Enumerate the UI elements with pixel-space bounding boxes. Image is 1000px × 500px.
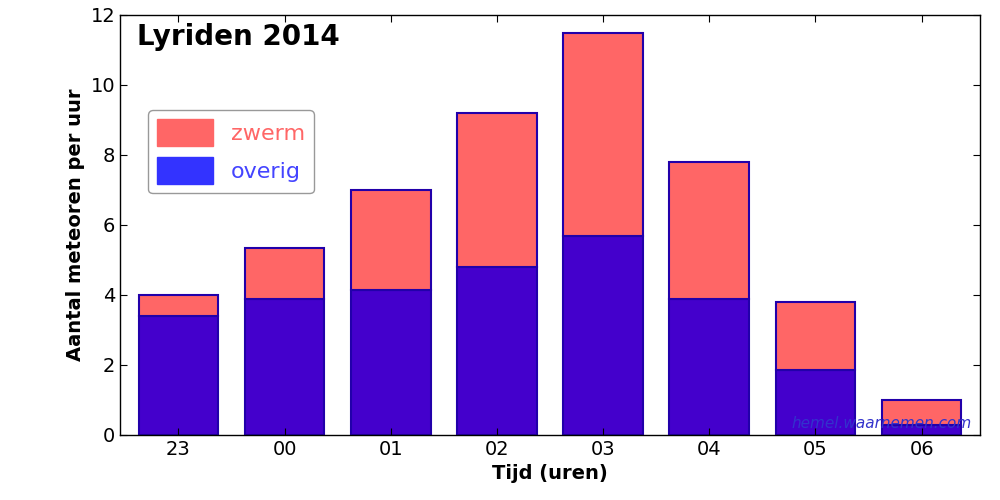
Bar <box>139 295 218 316</box>
Bar <box>457 267 537 435</box>
Bar <box>563 236 643 435</box>
Y-axis label: Aantal meteoren per uur: Aantal meteoren per uur <box>66 89 85 361</box>
Bar <box>776 370 855 435</box>
Bar <box>457 113 537 267</box>
Bar <box>563 32 643 236</box>
Text: Lyriden 2014: Lyriden 2014 <box>137 24 340 52</box>
Bar <box>139 316 218 435</box>
Bar <box>776 302 855 370</box>
Text: hemel.waarnemen.com: hemel.waarnemen.com <box>791 416 971 431</box>
Bar <box>351 190 431 290</box>
Bar <box>245 248 324 298</box>
Legend: zwerm, overig: zwerm, overig <box>148 110 314 193</box>
Bar <box>351 290 431 435</box>
X-axis label: Tijd (uren): Tijd (uren) <box>492 464 608 483</box>
Bar <box>882 400 961 424</box>
Bar <box>669 298 749 435</box>
Bar <box>245 298 324 435</box>
Bar <box>882 424 961 435</box>
Bar <box>669 162 749 298</box>
